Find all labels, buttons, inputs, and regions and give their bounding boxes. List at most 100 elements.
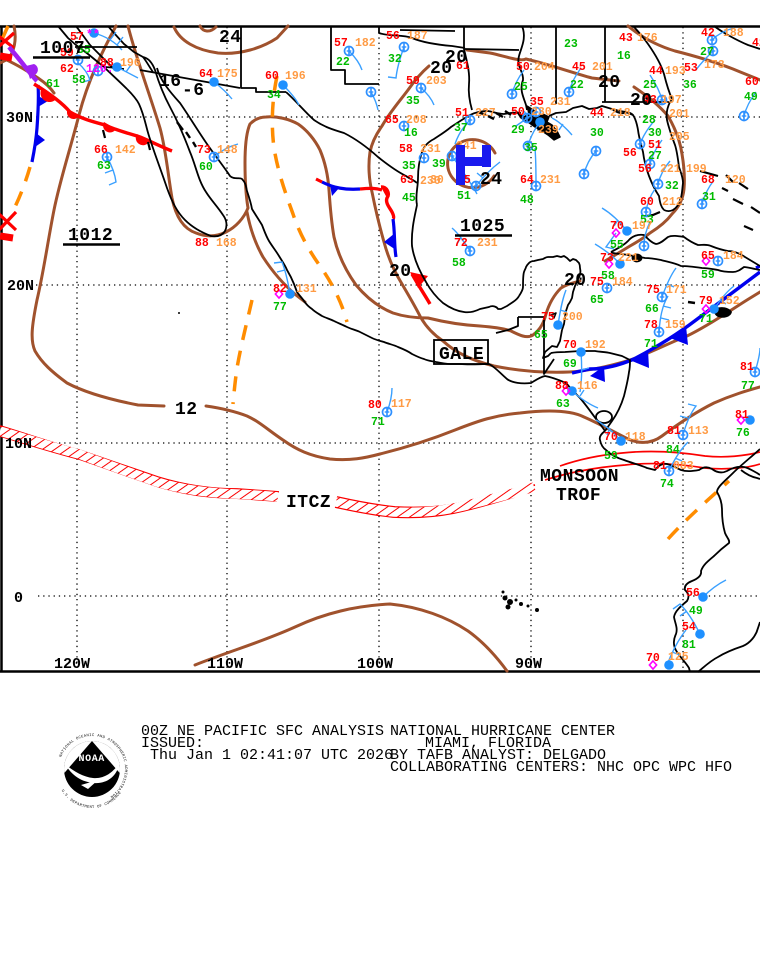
svg-text:24: 24 [480, 170, 503, 190]
svg-text:63: 63 [400, 174, 414, 187]
svg-text:-6: -6 [182, 81, 205, 101]
svg-text:ISSUED:: ISSUED: [141, 735, 204, 752]
svg-text:78: 78 [644, 319, 658, 332]
svg-text:MIAMI, FLORIDA: MIAMI, FLORIDA [425, 735, 551, 752]
svg-text:81: 81 [667, 425, 681, 438]
svg-text:90W: 90W [515, 656, 542, 673]
svg-text:66: 66 [94, 144, 108, 157]
svg-text:110W: 110W [207, 656, 243, 673]
svg-text:196: 196 [120, 57, 141, 70]
svg-text:48: 48 [520, 194, 534, 207]
svg-text:NOAA: NOAA [79, 754, 105, 765]
svg-text:20: 20 [389, 262, 412, 282]
svg-text:231: 231 [420, 143, 441, 156]
svg-text:30N: 30N [6, 110, 33, 127]
svg-text:1007: 1007 [40, 39, 85, 59]
svg-text:**: ** [86, 29, 100, 42]
svg-text:58: 58 [452, 257, 466, 270]
svg-text:212: 212 [662, 196, 683, 209]
svg-text:24: 24 [219, 28, 242, 48]
svg-text:159: 159 [665, 319, 686, 332]
svg-text:88: 88 [100, 57, 114, 70]
svg-text:231: 231 [550, 96, 571, 109]
svg-text:MONSOON: MONSOON [540, 467, 619, 487]
svg-text:76: 76 [736, 427, 750, 440]
svg-text:37: 37 [454, 122, 468, 135]
svg-text:84: 84 [666, 444, 680, 457]
svg-text:49: 49 [744, 91, 758, 104]
svg-text:230: 230 [531, 106, 552, 119]
svg-text:20: 20 [564, 271, 587, 291]
svg-text:42: 42 [752, 37, 760, 50]
svg-text:152: 152 [719, 295, 740, 308]
svg-text:65: 65 [590, 294, 604, 307]
svg-text:61: 61 [456, 60, 470, 73]
svg-text:53: 53 [684, 62, 698, 75]
svg-text:58: 58 [601, 270, 615, 283]
svg-text:173: 173 [704, 59, 725, 72]
svg-text:69: 69 [563, 358, 577, 371]
svg-text:27: 27 [648, 150, 662, 163]
svg-text:00Z NE PACIFIC SFC ANALYSIS: 00Z NE PACIFIC SFC ANALYSIS [141, 723, 384, 740]
svg-text:1012: 1012 [68, 226, 113, 246]
svg-text:184: 184 [723, 250, 744, 263]
svg-text:32: 32 [388, 53, 402, 66]
svg-text:56: 56 [686, 587, 700, 600]
svg-text:196: 196 [285, 70, 306, 83]
svg-text:75: 75 [541, 311, 555, 324]
svg-text:73: 73 [600, 252, 614, 265]
svg-text:197: 197 [632, 220, 653, 233]
svg-text:188: 188 [723, 27, 744, 40]
svg-text:59: 59 [406, 75, 420, 88]
svg-text:64: 64 [520, 174, 534, 187]
svg-text:60: 60 [265, 70, 279, 83]
svg-text:74: 74 [660, 478, 674, 491]
svg-text:120: 120 [725, 174, 746, 187]
svg-text:88: 88 [555, 380, 569, 393]
svg-text:60: 60 [640, 196, 654, 209]
svg-text:75: 75 [590, 276, 604, 289]
svg-text:68: 68 [701, 174, 715, 187]
svg-text:0: 0 [14, 590, 23, 607]
svg-text:32: 32 [665, 180, 679, 193]
svg-text:50: 50 [511, 106, 525, 119]
svg-text:171: 171 [666, 284, 687, 297]
svg-text:57: 57 [70, 31, 84, 44]
svg-text:35: 35 [402, 160, 416, 173]
svg-text:197: 197 [661, 94, 682, 107]
svg-text:58: 58 [72, 74, 86, 87]
svg-text:64: 64 [199, 68, 213, 81]
svg-text:TROF: TROF [556, 486, 601, 506]
svg-text:51: 51 [457, 190, 471, 203]
svg-text:187: 187 [407, 30, 428, 43]
svg-text:31: 31 [702, 191, 716, 204]
svg-text:82: 82 [273, 283, 287, 296]
svg-text:25: 25 [514, 81, 528, 94]
svg-text:116: 116 [577, 380, 598, 393]
svg-text:20: 20 [598, 73, 621, 93]
svg-text:63: 63 [556, 398, 570, 411]
svg-text:43: 43 [619, 32, 633, 45]
svg-text:35: 35 [530, 96, 544, 109]
svg-text:201: 201 [669, 108, 690, 121]
svg-text:1025: 1025 [460, 217, 505, 237]
svg-text:65: 65 [534, 329, 548, 342]
svg-text:65: 65 [385, 114, 399, 127]
svg-text:71: 71 [644, 338, 658, 351]
svg-text:221: 221 [660, 163, 681, 176]
svg-text:GALE: GALE [439, 345, 484, 365]
svg-text:81: 81 [682, 639, 696, 652]
svg-text:204: 204 [534, 61, 555, 74]
svg-text:227: 227 [475, 107, 496, 120]
svg-text:083: 083 [673, 460, 694, 473]
svg-text:44: 44 [649, 65, 663, 78]
svg-text:58: 58 [399, 143, 413, 156]
svg-text:88: 88 [195, 237, 209, 250]
svg-text:22: 22 [336, 56, 350, 69]
svg-text:200: 200 [562, 311, 583, 324]
svg-text:199: 199 [686, 163, 707, 176]
svg-text:12: 12 [175, 400, 198, 420]
svg-text:192: 192 [585, 339, 606, 352]
svg-text:30: 30 [590, 127, 604, 140]
svg-text:45: 45 [402, 192, 416, 205]
